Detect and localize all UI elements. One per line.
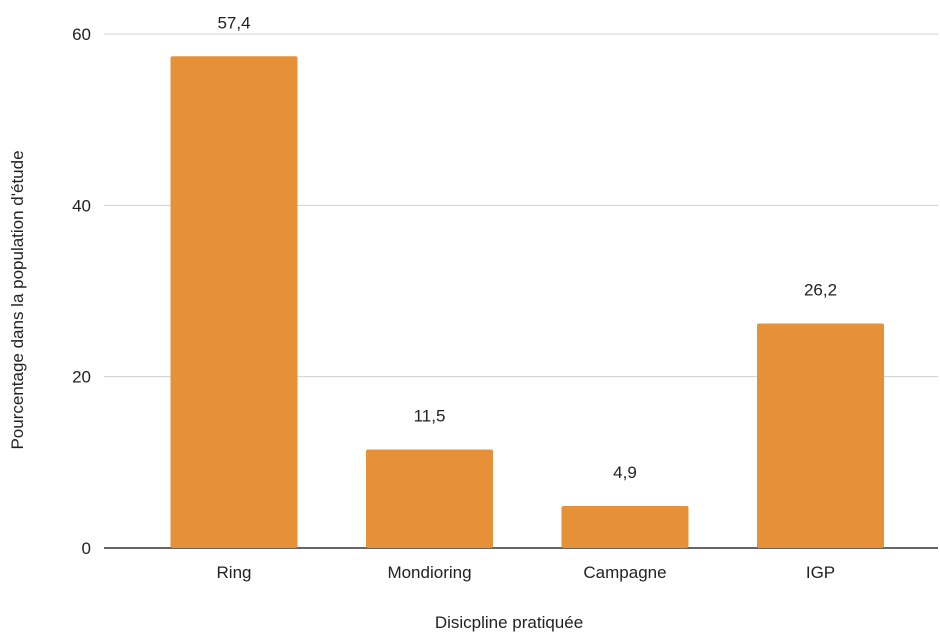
data-labels-layer: 57,4 11,5 4,9 26,2 — [217, 13, 837, 482]
data-label-mondioring: 11,5 — [414, 406, 446, 425]
bar-igp — [757, 323, 884, 548]
bar-ring — [170, 56, 298, 548]
y-tick-label: 60 — [72, 25, 91, 44]
bars-layer — [170, 56, 884, 548]
bar-campagne — [561, 506, 689, 548]
y-tick-label: 20 — [72, 368, 91, 387]
bar-mondioring — [366, 449, 493, 548]
x-axis-title: Disicpline pratiquée — [435, 613, 583, 632]
data-label-campagne: 4,9 — [613, 463, 637, 482]
x-tick-label-mondioring: Mondioring — [387, 563, 471, 582]
x-tick-label-igp: IGP — [806, 563, 835, 582]
y-tick-label: 40 — [72, 196, 91, 215]
x-tick-label-ring: Ring — [217, 563, 252, 582]
x-tick-label-campagne: Campagne — [583, 563, 666, 582]
tick-labels-layer: 0 20 40 60 Ring Mondioring Campagne IGP — [72, 25, 835, 582]
y-axis-title: Pourcentage dans la population d'étude — [8, 150, 27, 449]
data-label-igp: 26,2 — [804, 281, 837, 300]
data-label-ring: 57,4 — [217, 13, 250, 32]
y-tick-label: 0 — [82, 539, 91, 558]
